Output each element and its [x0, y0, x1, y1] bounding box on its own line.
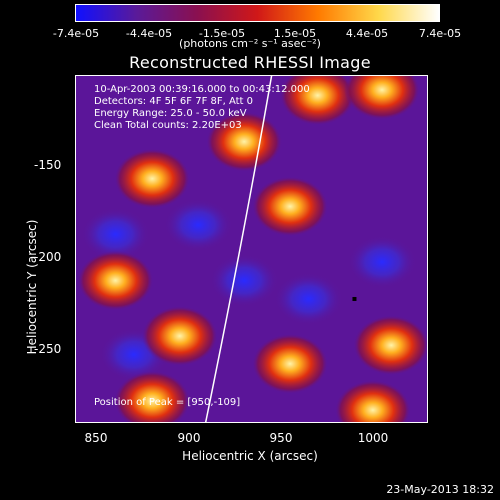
colorbar-tick: 4.4e-05: [345, 27, 389, 40]
colorbar-tick: 7.4e-05: [418, 27, 462, 40]
total-counts-label: Clean Total counts: 2.20E+03: [94, 120, 242, 131]
y-tick-label: -150: [34, 158, 62, 172]
detectors-label: Detectors: 4F 5F 6F 7F 8F, Att 0: [94, 96, 254, 107]
colorbar: [75, 4, 440, 22]
solar-limb-arc: [204, 75, 273, 423]
bright-region: [279, 75, 356, 126]
colorbar-tick: 1.5e-05: [273, 27, 317, 40]
bright-region: [77, 250, 154, 311]
x-tick-label: 1000: [357, 431, 389, 445]
cold-region: [164, 198, 233, 251]
y-tick-label: -200: [34, 250, 62, 264]
x-tick-label: 850: [84, 431, 108, 445]
energy-range-label: Energy Range: 25.0 - 50.0 keV: [94, 108, 247, 119]
y-axis-label: Heliocentric Y (arcsec): [25, 219, 39, 355]
bright-region: [252, 176, 329, 237]
bright-region: [344, 75, 421, 120]
cold-region: [348, 235, 417, 288]
bright-region: [114, 148, 191, 209]
colorbar-tick: -7.4e-05: [52, 27, 100, 40]
cold-region: [210, 254, 279, 307]
bright-region: [114, 370, 191, 423]
minimum-marker: [352, 296, 357, 301]
x-axis-label: Heliocentric X (arcsec): [182, 449, 318, 463]
y-tick-label: -250: [34, 342, 62, 356]
time-range-label: 10-Apr-2003 00:39:16.000 to 00:43:12.000: [94, 84, 310, 95]
colorbar-units: (photons cm⁻² s⁻¹ asec⁻²): [179, 37, 321, 50]
x-tick-label: 900: [177, 431, 201, 445]
cold-region: [81, 208, 150, 261]
colorbar-tick: -4.4e-05: [125, 27, 173, 40]
date-stamp: 23-May-2013 18:32: [386, 483, 494, 496]
colorbar-tick: -1.5e-05: [198, 27, 246, 40]
bright-region: [353, 315, 428, 376]
bright-region: [141, 306, 218, 366]
cold-region: [274, 272, 343, 325]
bright-region: [334, 380, 411, 423]
bright-region: [252, 333, 329, 394]
heatmap-svg: [77, 75, 428, 423]
peak-position-label: Position of Peak = [950,-109]: [94, 397, 241, 408]
heatmap-image[interactable]: 10-Apr-2003 00:39:16.000 to 00:43:12.000…: [75, 75, 428, 423]
plot-title: Reconstructed RHESSI Image: [129, 53, 371, 72]
x-tick-label: 950: [269, 431, 293, 445]
